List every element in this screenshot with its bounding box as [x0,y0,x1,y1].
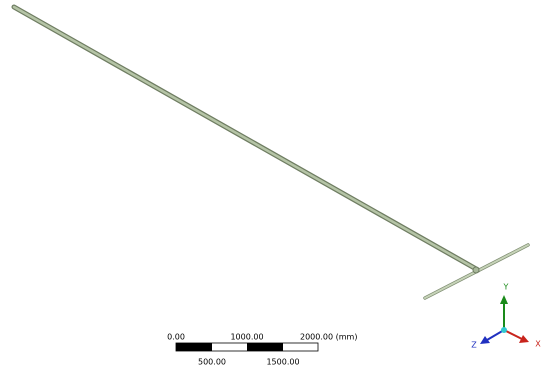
scale-label: 0.00 [167,333,185,342]
viewport: 0.00 1000.00 2000.00 (mm) 500.00 1500.00… [0,0,544,370]
triad-origin [501,327,507,333]
axis-triad: Y Z X [471,283,541,350]
model [14,7,528,298]
scale-bar: 0.00 1000.00 2000.00 (mm) 500.00 1500.00 [167,333,357,367]
scale-segment [176,343,212,351]
y-arrow [500,295,508,304]
joint [473,267,479,273]
triad-label: Z [471,341,477,350]
scale-label: 2000.00 (mm) [300,333,357,342]
scale-label: 1000.00 [230,333,263,342]
triad-label: X [535,340,541,349]
x-axis [504,330,522,339]
scale-segment [247,343,283,351]
scale-label: 500.00 [198,358,226,367]
rod [14,7,478,270]
scale-label: 1500.00 [266,358,299,367]
triad-label: Y [503,283,509,292]
